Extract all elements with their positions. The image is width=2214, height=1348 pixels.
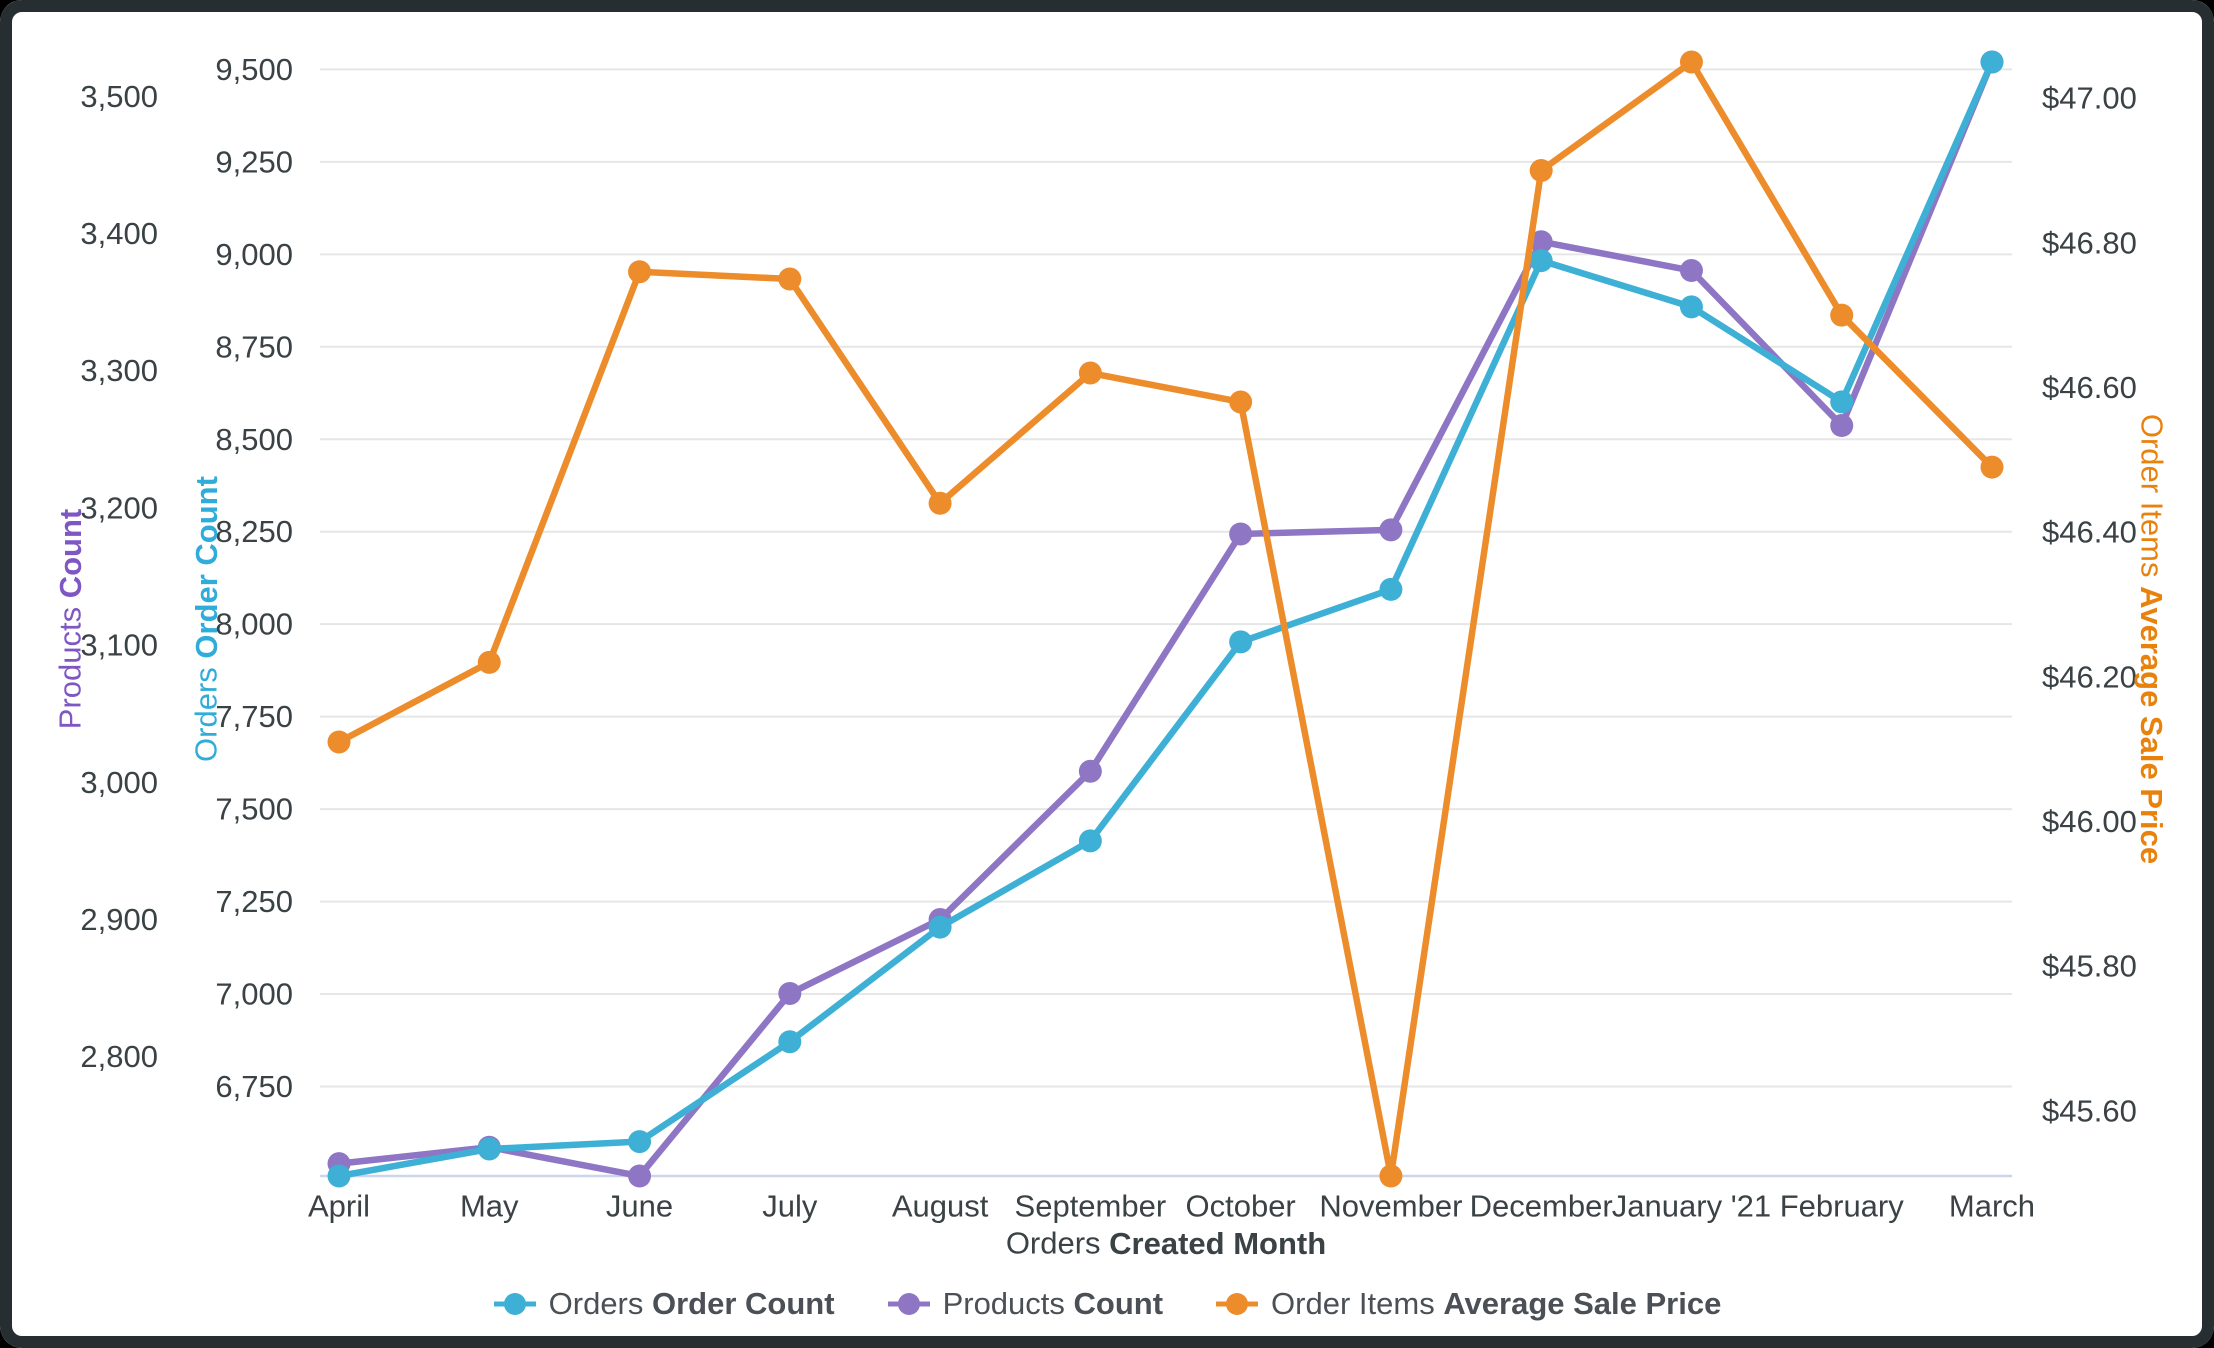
legend-item-price[interactable]: Order Items Average Sale Price	[1215, 1286, 1721, 1322]
products-axis-tick: 2,800	[80, 1039, 158, 1074]
orders-axis-tick: 8,500	[215, 422, 293, 457]
data-point-orders-10[interactable]	[1830, 390, 1854, 414]
orders-axis-tick: 8,750	[215, 329, 293, 364]
orders-axis-tick: 6,750	[215, 1069, 293, 1104]
legend-label: Orders Order Count	[548, 1286, 835, 1321]
series-line-orders	[335, 58, 1996, 1180]
x-axis-title: Orders Created Month	[1006, 1226, 1326, 1261]
x-axis-label-month: June	[606, 1189, 673, 1224]
products-axis-tick: 3,300	[80, 353, 158, 388]
legend-label: Products Count	[942, 1286, 1164, 1321]
products-axis-title: Products Count	[53, 509, 88, 729]
legend-label: Order Items Average Sale Price	[1271, 1286, 1722, 1321]
data-point-orders-8[interactable]	[1529, 249, 1553, 273]
legend-item-products[interactable]: Products Count	[887, 1286, 1163, 1322]
data-point-price-10[interactable]	[1830, 303, 1854, 327]
products-axis-tick: 2,900	[80, 902, 158, 937]
price-axis-tick: $47.00	[2042, 81, 2137, 116]
orders-axis-tick: 8,250	[215, 514, 293, 549]
legend-item-orders[interactable]: Orders Order Count	[493, 1286, 835, 1322]
legend-marker-icon	[493, 1293, 536, 1315]
price-axis-tick: $46.60	[2042, 370, 2137, 405]
orders-axis-tick: 9,500	[215, 52, 293, 87]
data-point-products-6[interactable]	[1229, 522, 1253, 546]
orders-axis-tick: 7,250	[215, 884, 293, 919]
x-axis-label-month: March	[1949, 1189, 2035, 1224]
data-point-orders-3[interactable]	[778, 1030, 802, 1054]
price-axis-tick: $45.80	[2042, 949, 2137, 984]
orders-axis-tick: 7,500	[215, 792, 293, 827]
data-point-orders-9[interactable]	[1679, 295, 1703, 319]
x-axis-label-month: August	[892, 1189, 989, 1224]
data-point-orders-5[interactable]	[1078, 829, 1102, 853]
x-axis-label-month: December	[1470, 1189, 1613, 1224]
orders-axis-tick: 9,250	[215, 144, 293, 179]
data-point-price-3[interactable]	[778, 267, 802, 291]
x-axis-label-month: February	[1780, 1189, 1905, 1224]
data-point-price-7[interactable]	[1379, 1164, 1403, 1188]
x-axis-label-month: September	[1015, 1189, 1167, 1224]
data-point-products-5[interactable]	[1078, 759, 1102, 783]
products-axis-tick: 3,400	[80, 216, 158, 251]
price-axis-tick: $46.80	[2042, 225, 2137, 260]
data-point-price-1[interactable]	[477, 650, 501, 674]
orders-axis-tick: 8,000	[215, 607, 293, 642]
data-point-price-6[interactable]	[1229, 390, 1253, 414]
data-point-orders-1[interactable]	[477, 1137, 501, 1161]
data-point-orders-4[interactable]	[928, 915, 952, 939]
products-axis-tick: 3,100	[80, 628, 158, 663]
x-axis-label-month: November	[1319, 1189, 1462, 1224]
price-axis-tick: $46.20	[2042, 659, 2137, 694]
orders-axis-tick: 9,000	[215, 237, 293, 272]
products-axis-tick: 3,000	[80, 765, 158, 800]
orders-axis-tick: 7,750	[215, 699, 293, 734]
x-axis-label-month: January '21	[1612, 1189, 1771, 1224]
data-point-price-0[interactable]	[327, 730, 351, 754]
data-point-products-7[interactable]	[1379, 518, 1403, 542]
data-point-price-11[interactable]	[1980, 455, 2004, 479]
data-point-price-8[interactable]	[1529, 159, 1553, 183]
orders-axis-title: Orders Order Count	[189, 476, 224, 762]
series-line-price	[335, 58, 1996, 1180]
data-point-orders-11[interactable]	[1980, 50, 2004, 74]
data-point-products-8[interactable]	[1529, 230, 1553, 254]
x-axis-label-month: July	[762, 1189, 818, 1224]
x-axis-label-month: October	[1185, 1189, 1295, 1224]
price-axis-title: Order Items Average Sale Price	[2135, 414, 2170, 864]
series-line-products	[335, 58, 1996, 1180]
data-point-price-4[interactable]	[928, 491, 952, 515]
data-point-products-9[interactable]	[1679, 259, 1703, 283]
data-point-price-2[interactable]	[628, 260, 652, 284]
data-point-products-2[interactable]	[628, 1164, 652, 1188]
price-axis-tick: $45.60	[2042, 1093, 2137, 1128]
data-point-orders-6[interactable]	[1229, 630, 1253, 654]
x-axis-label-month: May	[460, 1189, 519, 1224]
data-point-orders-0[interactable]	[327, 1164, 351, 1188]
x-axis-label-month: April	[308, 1189, 370, 1224]
legend-marker-icon	[887, 1293, 930, 1315]
data-point-products-3[interactable]	[778, 982, 802, 1006]
price-axis-tick: $46.40	[2042, 515, 2137, 550]
data-point-products-10[interactable]	[1830, 414, 1854, 438]
data-point-orders-2[interactable]	[628, 1130, 652, 1154]
price-axis-tick: $46.00	[2042, 804, 2137, 839]
products-axis-tick: 3,200	[80, 490, 158, 525]
data-point-price-9[interactable]	[1679, 50, 1703, 74]
chart-legend: Orders Order Count Products Count Order It…	[0, 1286, 2214, 1322]
orders-axis-tick: 7,000	[215, 977, 293, 1012]
legend-marker-icon	[1216, 1293, 1259, 1315]
data-point-price-5[interactable]	[1078, 361, 1102, 385]
data-point-orders-7[interactable]	[1379, 577, 1403, 601]
products-axis-tick: 3,500	[80, 79, 158, 114]
